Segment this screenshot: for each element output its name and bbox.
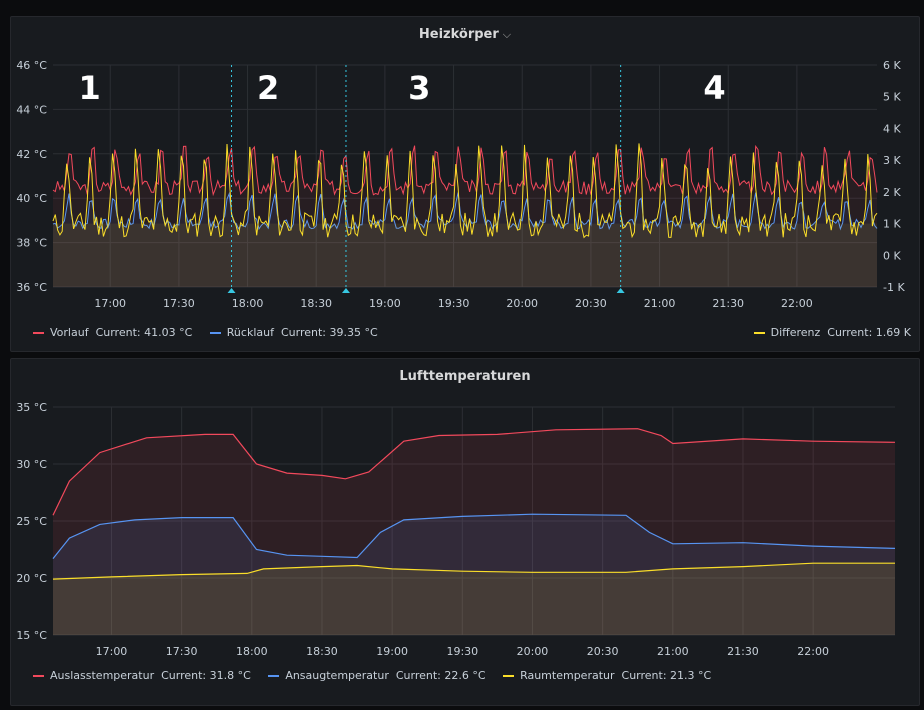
legend-item-auslasstemperatur[interactable]: Auslasstemperatur Current: 31.8 °C: [33, 669, 251, 682]
x-tick-label: 19:30: [438, 297, 470, 310]
x-tick-label: 19:00: [376, 645, 408, 658]
x-tick-label: 17:30: [163, 297, 195, 310]
series-area-auslasstemperatur: [53, 428, 895, 635]
lufttemperaturen-panel: Lufttemperaturen 15 °C 20 °C 25 °C 30 °C 35 …: [10, 358, 920, 706]
y-tick-label: 36 °C: [16, 281, 47, 294]
x-tick-label: 21:30: [712, 297, 744, 310]
annotation-marker: [341, 288, 350, 293]
legend: Auslasstemperatur Current: 31.8 °C Ansau…: [33, 669, 725, 682]
y-tick-label: 35 °C: [16, 401, 47, 414]
y-right-tick-label: 6 K: [883, 59, 901, 72]
x-tick-label: 19:30: [446, 645, 478, 658]
panel-title[interactable]: Heizkörper ⌵: [11, 27, 919, 42]
series-area-raumtemperatur: [53, 563, 895, 635]
x-tick-label: 20:30: [575, 297, 607, 310]
y-tick-label: 25 °C: [16, 515, 47, 528]
y-right-tick-label: 1 K: [883, 218, 901, 231]
chevron-down-icon[interactable]: ⌵: [502, 28, 512, 41]
x-tick-label: 18:30: [306, 645, 338, 658]
annotation-label-2: 2: [257, 69, 279, 107]
y-tick-label: 44 °C: [16, 103, 47, 116]
y-right-tick-label: 4 K: [883, 122, 901, 135]
panel-title[interactable]: Lufttemperaturen: [11, 369, 919, 384]
annotation-marker: [616, 288, 625, 293]
x-tick-label: 18:30: [300, 297, 332, 310]
panel-title-text[interactable]: Heizkörper: [418, 27, 499, 42]
legend-swatch: [268, 675, 280, 677]
y-tick-label: 20 °C: [16, 572, 47, 585]
series-area-rücklauf: [53, 192, 877, 287]
x-tick-label: 19:00: [369, 297, 401, 310]
x-tick-label: 22:00: [797, 645, 829, 658]
legend-swatch: [753, 332, 765, 334]
annotation-marker: [227, 288, 236, 293]
heizkoerper-panel: Heizkörper ⌵ 36 °C 38 °C 40 °C 42 °C 44 °C 46 …: [10, 16, 920, 352]
x-tick-label: 22:00: [781, 297, 813, 310]
series-line-vorlauf: [52, 144, 878, 197]
x-tick-label: 17:00: [96, 645, 128, 658]
x-tick-label: 20:00: [506, 297, 538, 310]
series-line-raumtemperatur: [52, 562, 895, 580]
legend-item-ruecklauf[interactable]: Rücklauf Current: 39.35 °C: [209, 326, 378, 339]
y-tick-label: 40 °C: [16, 192, 47, 205]
x-tick-label: 17:30: [166, 645, 198, 658]
y-right-tick-label: 3 K: [883, 154, 901, 167]
legend-item-vorlauf[interactable]: Vorlauf Current: 41.03 °C: [33, 326, 192, 339]
legend-swatch: [33, 675, 44, 677]
series-line-auslasstemperatur: [52, 428, 896, 516]
legend-swatch: [209, 332, 221, 334]
series-area-differenz: [53, 223, 877, 287]
legend-swatch: [33, 332, 44, 334]
y-tick-label: 46 °C: [16, 59, 47, 72]
y-right-tick-label: -1 K: [883, 281, 905, 294]
x-tick-label: 21:30: [727, 645, 759, 658]
x-tick-label: 20:00: [517, 645, 549, 658]
annotation-label-4: 4: [703, 69, 725, 107]
y-tick-label: 15 °C: [16, 629, 47, 642]
y-right-tick-label: 0 K: [883, 249, 901, 262]
x-tick-label: 18:00: [236, 645, 268, 658]
series-line-rücklauf: [52, 191, 878, 231]
x-tick-label: 21:00: [657, 645, 689, 658]
legend-item-ansaugtemperatur[interactable]: Ansaugtemperatur Current: 22.6 °C: [268, 669, 486, 682]
panel-title-text[interactable]: Lufttemperaturen: [399, 369, 531, 384]
y-right-tick-label: 5 K: [883, 91, 901, 104]
y-tick-label: 42 °C: [16, 148, 47, 161]
series-line-differenz: [52, 143, 878, 239]
legend-item-raumtemperatur[interactable]: Raumtemperatur Current: 21.3 °C: [503, 669, 711, 682]
x-tick-label: 17:00: [94, 297, 126, 310]
series-area-ansaugtemperatur: [53, 514, 895, 635]
legend-left: Vorlauf Current: 41.03 °C Rücklauf Curre…: [33, 326, 392, 339]
heizkoerper-chart: 36 °C 38 °C 40 °C 42 °C 44 °C 46 °C -1 K 0 K 1 K…: [16, 59, 905, 310]
legend-item-differenz[interactable]: Differenz Current: 1.69 K: [753, 326, 911, 339]
y-tick-label: 38 °C: [16, 237, 47, 250]
y-right-tick-label: 2 K: [883, 186, 901, 199]
x-tick-label: 18:00: [232, 297, 264, 310]
annotation-label-1: 1: [78, 69, 100, 107]
annotation-label-3: 3: [408, 69, 430, 107]
series-line-ansaugtemperatur: [52, 513, 896, 559]
x-tick-label: 21:00: [644, 297, 676, 310]
legend-right: Differenz Current: 1.69 K: [753, 326, 911, 339]
lufttemperaturen-chart: 15 °C 20 °C 25 °C 30 °C 35 °C 17:00 17:30 18:00…: [16, 401, 896, 658]
y-tick-label: 30 °C: [16, 458, 47, 471]
legend-swatch: [503, 675, 515, 677]
x-tick-label: 20:30: [587, 645, 619, 658]
